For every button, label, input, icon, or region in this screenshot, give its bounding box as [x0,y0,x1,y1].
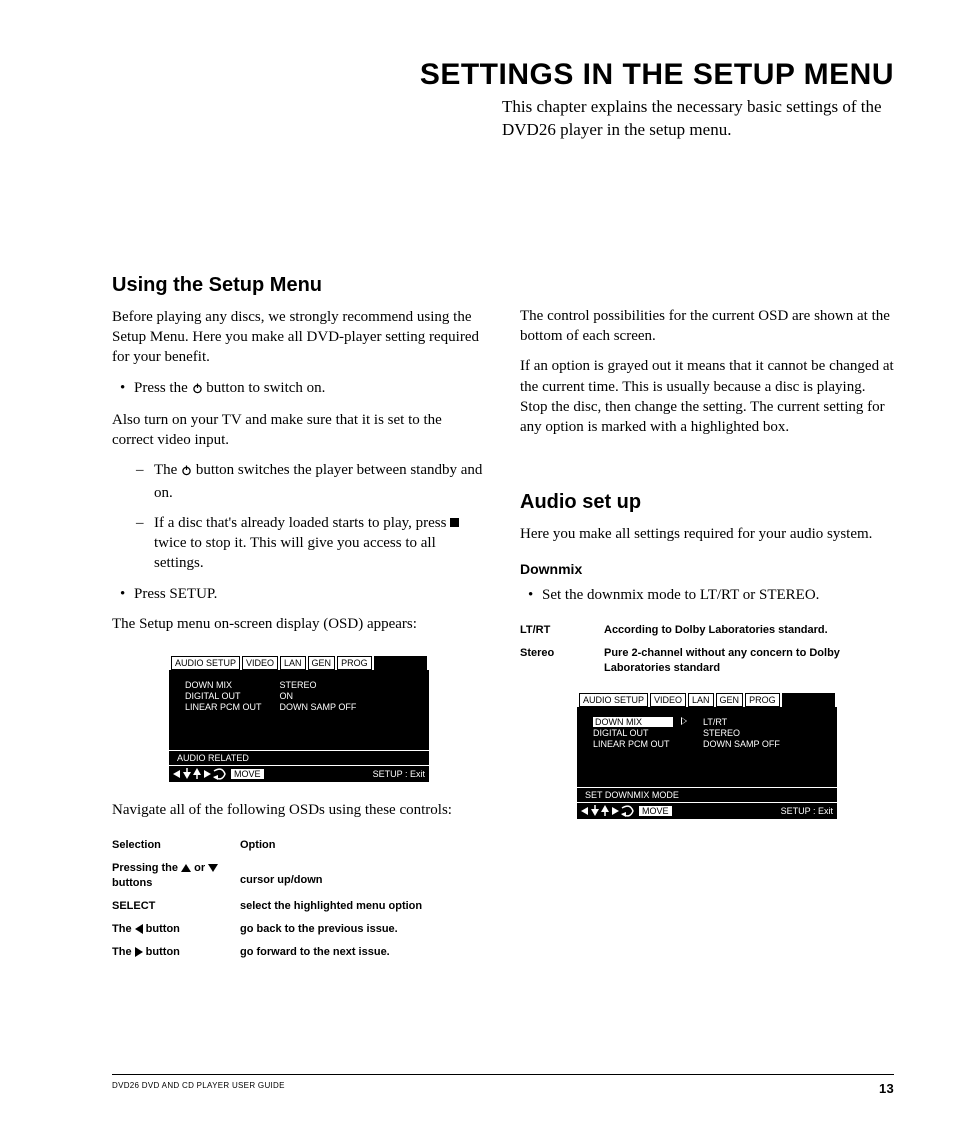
osd-body: DOWN MIX DIGITAL OUT LINEAR PCM OUT STER… [169,670,429,750]
osd-tab: AUDIO SETUP [579,693,648,707]
table-header: Selection [112,838,240,853]
table-cell: Pure 2-channel without any concern to Do… [604,646,894,676]
osd-section-label: SET DOWNMIX MODE [577,787,837,802]
right-column: The control possibilities for the curren… [520,274,894,970]
table-cell: According to Dolby Laboratories standard… [604,623,894,638]
osd-value: STEREO [280,680,357,690]
body-text: Navigate all of the following OSDs using… [112,800,486,820]
power-icon [192,380,203,400]
table-cell: Stereo [520,646,604,676]
osd-option: DIGITAL OUT [593,728,673,738]
osd-tab: LAN [280,656,306,670]
osd-tab: VIDEO [242,656,278,670]
triangle-left-icon [135,924,143,934]
osd-nav-arrows-icon [173,768,227,780]
osd-option: LINEAR PCM OUT [593,739,673,749]
bullet-item: Press SETUP. [112,584,486,604]
power-icon [181,462,192,482]
bullet-item: Press the button to switch on. [112,378,486,400]
text: twice to stop it. This will give you acc… [154,535,436,571]
table-cell: Pressing the or buttons [112,861,240,891]
osd-tab: GEN [308,656,336,670]
controls-table: Selection Option Pressing the or buttons… [112,838,486,959]
osd-tab-spacer [374,656,427,670]
body-text: The Setup menu on-screen display (OSD) a… [112,614,486,634]
osd-tabs: AUDIO SETUP VIDEO LAN GEN PROG [577,691,837,707]
bullet-item: Set the downmix mode to LT/RT or STEREO. [520,585,894,605]
triangle-up-icon [181,864,191,872]
osd-value: LT/RT [703,717,780,727]
table-cell: The button [112,945,240,960]
osd-move-label: MOVE [639,806,672,816]
osd-tab: LAN [688,693,714,707]
osd-tab: VIDEO [650,693,686,707]
body-text: Here you make all settings required for … [520,524,894,544]
table-cell: cursor up/down [240,861,486,891]
footer-text: DVD26 DVD AND CD PLAYER USER GUIDE [112,1081,285,1096]
osd-screenshot-audio-related: AUDIO SETUP VIDEO LAN GEN PROG DOWN MIX … [169,654,429,782]
osd-option-selected: DOWN MIX [593,717,673,727]
page-title: SETTINGS IN THE SETUP MENU [112,58,894,92]
osd-tab: GEN [716,693,744,707]
osd-option: DOWN MIX [185,680,262,690]
osd-option: DIGITAL OUT [185,691,262,701]
osd-screenshot-downmix: AUDIO SETUP VIDEO LAN GEN PROG DOWN MIX … [577,691,837,819]
left-column: Using the Setup Menu Before playing any … [112,274,486,970]
table-cell: go back to the previous issue. [240,922,486,937]
table-cell: go forward to the next issue. [240,945,486,960]
triangle-down-icon [208,864,218,872]
body-text: The control possibilities for the curren… [520,306,894,347]
table-header: Option [240,838,486,853]
osd-tab: PROG [745,693,780,707]
osd-tab: AUDIO SETUP [171,656,240,670]
text: button to switch on. [206,380,325,396]
osd-value: DOWN SAMP OFF [703,739,780,749]
osd-option: LINEAR PCM OUT [185,702,262,712]
osd-exit-label: SETUP : Exit [781,806,833,816]
text: button switches the player between stand… [154,462,482,500]
osd-submenu-arrow-icon [679,717,687,781]
osd-footer: MOVE SETUP : Exit [577,802,837,819]
osd-footer: MOVE SETUP : Exit [169,765,429,782]
body-text: If an option is grayed out it means that… [520,356,894,437]
table-cell: select the highlighted menu option [240,899,486,914]
osd-value: STEREO [703,728,780,738]
body-text: Also turn on your TV and make sure that … [112,410,486,451]
dash-item: If a disc that's already loaded starts t… [112,513,486,574]
page-footer: DVD26 DVD AND CD PLAYER USER GUIDE 13 [112,1074,894,1096]
page-subtitle: This chapter explains the necessary basi… [502,96,894,142]
osd-section-label: AUDIO RELATED [169,750,429,765]
body-text: Before playing any discs, we strongly re… [112,307,486,368]
triangle-right-icon [135,947,143,957]
osd-move-label: MOVE [231,769,264,779]
downmix-heading: Downmix [520,561,894,577]
using-setup-heading: Using the Setup Menu [112,274,486,297]
osd-tab: PROG [337,656,372,670]
dash-item: The button switches the player between s… [112,460,486,503]
page-number: 13 [879,1081,894,1096]
osd-value: ON [280,691,357,701]
text: Press the [134,380,192,396]
stop-icon [450,518,459,527]
osd-exit-label: SETUP : Exit [373,769,425,779]
osd-value: DOWN SAMP OFF [280,702,357,712]
osd-tab-spacer [782,693,835,707]
osd-nav-arrows-icon [581,805,635,817]
osd-body: DOWN MIX DIGITAL OUT LINEAR PCM OUT LT/R… [577,707,837,787]
table-cell: SELECT [112,899,240,914]
text: The [154,462,181,478]
audio-setup-heading: Audio set up [520,491,894,514]
table-cell: The button [112,922,240,937]
osd-tabs: AUDIO SETUP VIDEO LAN GEN PROG [169,654,429,670]
downmix-table: LT/RT According to Dolby Laboratories st… [520,623,894,676]
text: If a disc that's already loaded starts t… [154,515,450,531]
table-cell: LT/RT [520,623,604,638]
